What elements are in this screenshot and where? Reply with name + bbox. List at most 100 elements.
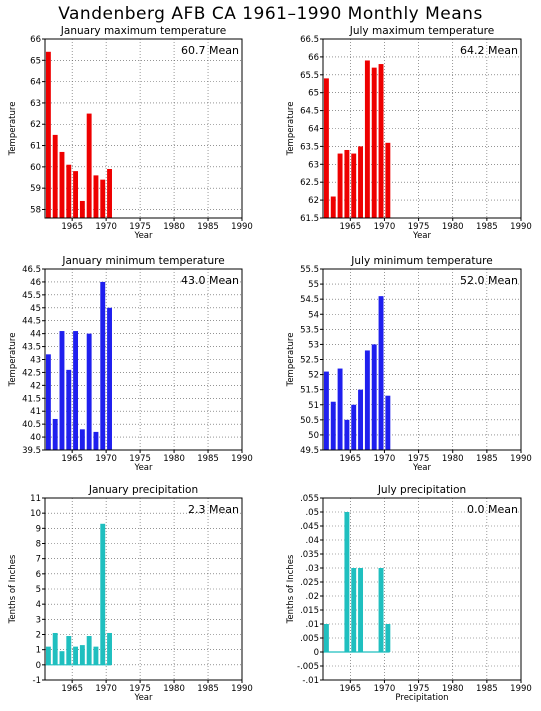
x-axis-label: Year xyxy=(412,231,432,241)
bar xyxy=(93,175,99,218)
y-tick-label: 7 xyxy=(36,555,41,565)
y-tick-label: 41 xyxy=(30,407,41,417)
bar xyxy=(79,645,85,665)
bar xyxy=(337,368,343,450)
bar xyxy=(73,646,79,665)
y-tick-label: 45.5 xyxy=(22,291,41,301)
y-tick-label: .02 xyxy=(305,592,319,602)
y-tick-label: 66 xyxy=(308,53,319,63)
y-tick-label: 55 xyxy=(308,280,319,290)
x-tick-label: 1980 xyxy=(163,454,185,464)
mean-label: 43.0 Mean xyxy=(181,274,239,287)
x-tick-label: 1980 xyxy=(442,684,464,694)
y-tick-label: 64.5 xyxy=(300,107,319,117)
y-tick-label: 66.5 xyxy=(300,35,319,45)
y-tick-label: 41.5 xyxy=(22,394,41,404)
bar xyxy=(337,153,343,218)
x-tick-label: 1975 xyxy=(408,454,430,464)
y-tick-label: 54 xyxy=(308,310,319,320)
y-tick-label: 54.5 xyxy=(300,295,319,305)
bar xyxy=(330,401,336,450)
x-tick-label: 1975 xyxy=(129,454,151,464)
bar xyxy=(364,350,370,450)
y-tick-label: 40.5 xyxy=(22,420,41,430)
x-tick-label: 1980 xyxy=(442,222,464,232)
y-tick-label: 39.5 xyxy=(22,446,41,456)
y-tick-label: 51 xyxy=(308,401,319,411)
chart-jan-max: 58 59 60 61 62 63 64 65 66 1965 1970 1975 1980 1985 19… xyxy=(8,25,253,241)
chart-title: July maximum temperature xyxy=(349,25,494,37)
chart-title: July precipitation xyxy=(377,484,466,496)
x-tick-label: 1965 xyxy=(339,684,361,694)
x-tick-label: 1985 xyxy=(476,222,498,232)
x-tick-label: 1990 xyxy=(231,454,253,464)
x-tick-label: 1975 xyxy=(408,222,430,232)
y-axis-label: Temperature xyxy=(8,102,18,157)
bar xyxy=(45,354,51,450)
y-tick-label: 45 xyxy=(30,304,41,314)
bar xyxy=(73,331,79,450)
x-axis-label: Year xyxy=(134,231,154,241)
x-axis-label: Year xyxy=(412,463,432,473)
y-tick-label: 3 xyxy=(36,615,41,625)
x-tick-label: 1970 xyxy=(374,222,396,232)
bar xyxy=(93,646,99,665)
y-axis-label: Temperature xyxy=(286,102,296,157)
y-tick-label: 2 xyxy=(36,631,41,641)
y-tick-label: .025 xyxy=(300,578,319,588)
bar xyxy=(323,624,329,652)
bar xyxy=(52,418,58,450)
bar xyxy=(364,60,370,219)
y-tick-label: 53.5 xyxy=(300,325,319,335)
chart-title: January minimum temperature xyxy=(61,255,224,267)
bar xyxy=(59,331,65,450)
bar xyxy=(52,632,58,665)
y-tick-label: .03 xyxy=(305,564,319,574)
y-tick-label: 63 xyxy=(30,99,41,109)
bar xyxy=(86,113,92,218)
x-tick-label: 1975 xyxy=(129,684,151,694)
y-tick-label: 58 xyxy=(30,205,41,215)
x-tick-label: 1990 xyxy=(231,222,253,232)
y-tick-label: .045 xyxy=(300,522,319,532)
x-tick-label: 1985 xyxy=(197,684,219,694)
y-tick-label: 64 xyxy=(308,125,319,135)
y-tick-label: 49.5 xyxy=(300,446,319,456)
bar xyxy=(323,371,329,450)
y-tick-label: 5 xyxy=(36,585,41,595)
y-tick-label: 42 xyxy=(30,381,41,391)
chart-jul-precip: -.01 -.005 0 .005 .01 .015 .02 .025 .03 .035 .04 .0… xyxy=(286,484,532,703)
y-tick-label: 4 xyxy=(36,600,41,610)
x-tick-label: 1980 xyxy=(442,454,464,464)
x-tick-label: 1985 xyxy=(476,684,498,694)
bar xyxy=(358,568,364,652)
y-tick-label: .005 xyxy=(300,634,319,644)
y-tick-label: 63 xyxy=(308,160,319,170)
bar xyxy=(66,636,72,665)
bar xyxy=(385,395,391,450)
chart-jan-min: 39.5 40 40.5 41 41.5 42 42.5 43 43.5 44 44.5 45 45.5… xyxy=(8,255,253,473)
x-tick-label: 1970 xyxy=(95,454,117,464)
bar xyxy=(45,51,51,219)
y-tick-label: 50 xyxy=(308,431,319,441)
x-tick-label: 1965 xyxy=(61,454,83,464)
y-tick-label: 0 xyxy=(36,661,41,671)
mean-label: 64.2 Mean xyxy=(460,44,518,57)
chart-jul-min: 49.5 50 50.5 51 51.5 52 52.5 53 53.5 54 54.5 55 55.5… xyxy=(286,255,532,473)
y-tick-label: .055 xyxy=(300,494,319,504)
y-tick-label: 50.5 xyxy=(300,416,319,426)
bar xyxy=(351,568,357,652)
y-tick-label: 52 xyxy=(308,371,319,381)
y-tick-label: 43 xyxy=(30,356,41,366)
bar xyxy=(358,146,364,218)
bar xyxy=(378,296,384,450)
y-tick-label: 62 xyxy=(30,120,41,130)
x-tick-label: 1990 xyxy=(231,684,253,694)
y-tick-label: 52.5 xyxy=(300,356,319,366)
y-tick-label: 1 xyxy=(36,646,41,656)
bar xyxy=(344,419,350,450)
mean-label: 2.3 Mean xyxy=(188,503,239,516)
x-tick-label: 1970 xyxy=(95,684,117,694)
y-tick-label: .015 xyxy=(300,606,319,616)
y-tick-label: 59 xyxy=(30,184,41,194)
